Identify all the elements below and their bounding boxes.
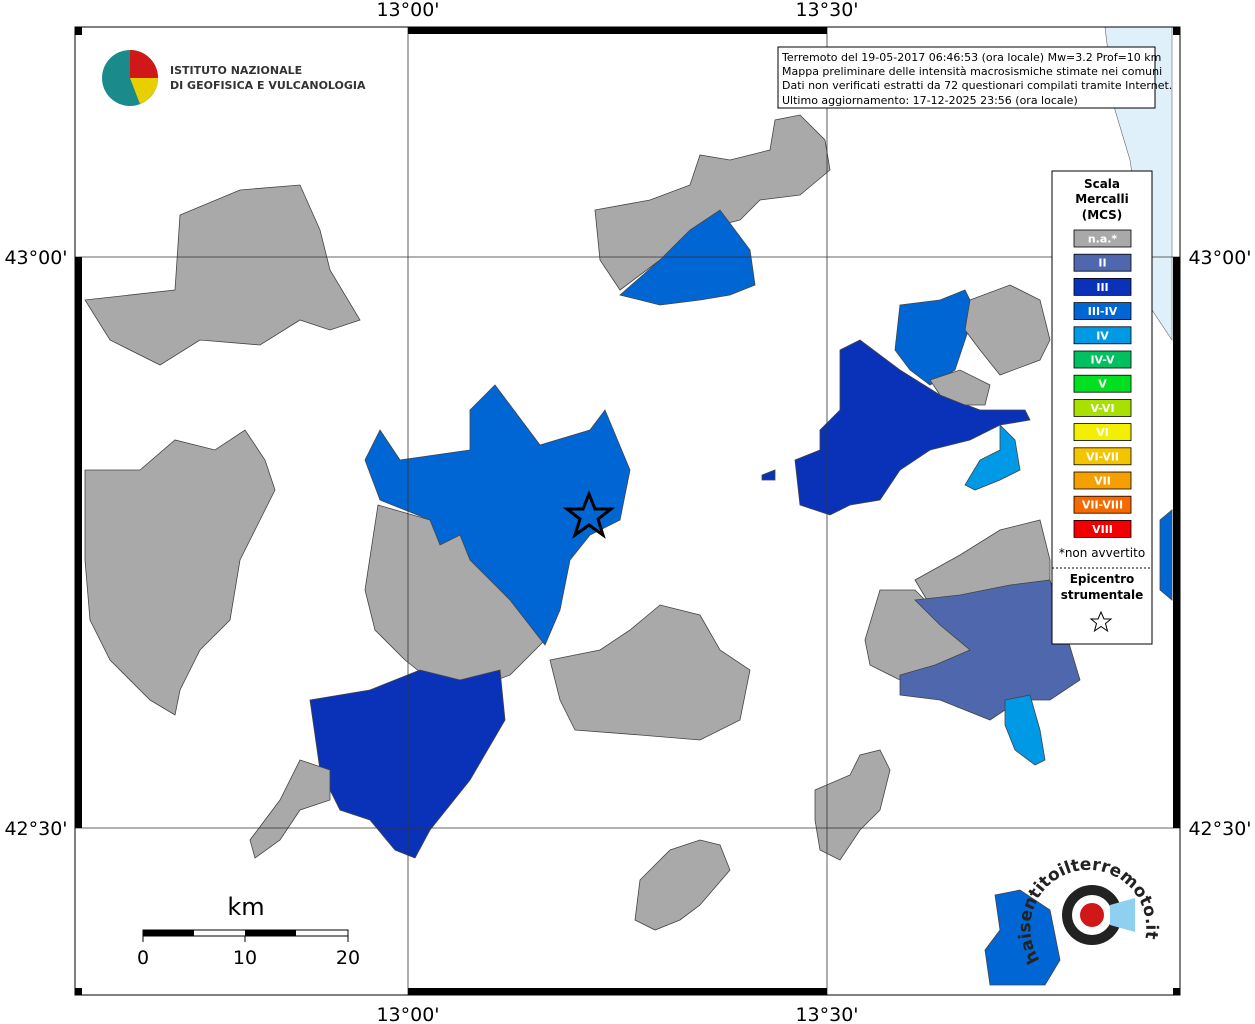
epicenter-symbol xyxy=(1089,610,1113,633)
legend-swatch xyxy=(1073,471,1132,490)
legend-swatch xyxy=(1073,229,1132,248)
legend-swatch xyxy=(1073,302,1132,321)
legend-swatch xyxy=(1073,253,1132,272)
legend-label: IV xyxy=(1096,329,1109,342)
legend-label: V-VI xyxy=(1090,402,1114,415)
lat-label: 43°00' xyxy=(4,247,67,269)
legend-title: Mercalli xyxy=(1075,192,1129,206)
legend-swatch xyxy=(1073,398,1132,417)
legend-label: III-IV xyxy=(1088,305,1118,318)
municipalities xyxy=(84,114,1173,986)
legend-swatch xyxy=(1073,350,1132,369)
institute-name: DI GEOFISICA E VULCANOLOGIA xyxy=(170,79,366,92)
legend-swatch xyxy=(1073,374,1132,393)
legend-label: n.a.* xyxy=(1088,233,1118,246)
lon-label: 13°30' xyxy=(795,0,858,21)
legend-label: VII xyxy=(1094,475,1111,488)
scale-unit: km xyxy=(227,893,264,921)
lon-label: 13°00' xyxy=(376,0,439,21)
info-line: Mappa preliminare delle intensità macros… xyxy=(782,65,1162,78)
lat-label: 42°30' xyxy=(4,818,67,840)
scale-label: 20 xyxy=(336,947,360,969)
legend-label: VII-VIII xyxy=(1082,499,1123,512)
ingv-logo: ISTITUTO NAZIONALE DI GEOFISICA E VULCAN… xyxy=(102,50,366,106)
epicenter xyxy=(562,489,616,539)
legend: Scala Mercalli (MCS) *non avvertito Epic… xyxy=(1051,170,1153,645)
institute-name: ISTITUTO NAZIONALE xyxy=(170,64,302,77)
legend-title: Scala xyxy=(1084,177,1120,191)
legend-note: *non avvertito xyxy=(1059,546,1145,560)
info-line: Terremoto del 19-05-2017 06:46:53 (ora l… xyxy=(781,51,1161,64)
lat-label: 42°30' xyxy=(1188,818,1251,840)
info-box xyxy=(777,46,1156,109)
legend-label: V xyxy=(1098,378,1107,391)
info-line: Ultimo aggiornamento: 17-12-2025 23:56 (… xyxy=(782,94,1078,107)
legend-label: IV-V xyxy=(1090,354,1115,367)
legend-swatch xyxy=(1073,520,1132,538)
legend-label: II xyxy=(1098,257,1106,270)
legend-label: VI-VII xyxy=(1086,450,1119,463)
legend-swatch xyxy=(1073,326,1132,345)
lon-label: 13°30' xyxy=(795,1004,858,1024)
legend-swatch xyxy=(1073,277,1132,296)
lat-label: 43°00' xyxy=(1188,247,1251,269)
lon-label: 13°00' xyxy=(376,1004,439,1024)
scale-bar: km 0 10 20 xyxy=(137,893,360,969)
legend-title: (MCS) xyxy=(1082,208,1123,222)
legend-label: VI xyxy=(1096,426,1109,439)
legend-label: VIII xyxy=(1092,523,1113,536)
scale-label: 10 xyxy=(233,947,257,969)
legend-swatch xyxy=(1073,495,1132,514)
epicenter-label: strumentale xyxy=(1061,588,1144,602)
scale-label: 0 xyxy=(137,947,149,969)
graticule xyxy=(75,27,1180,995)
legend-label: III xyxy=(1096,281,1108,294)
legend-swatch xyxy=(1073,423,1132,442)
frame xyxy=(74,26,1181,996)
info-line: Dati non verificati estratti da 72 quest… xyxy=(782,79,1172,92)
epicenter-label: Epicentro xyxy=(1070,572,1135,586)
legend-swatch xyxy=(1073,447,1132,466)
